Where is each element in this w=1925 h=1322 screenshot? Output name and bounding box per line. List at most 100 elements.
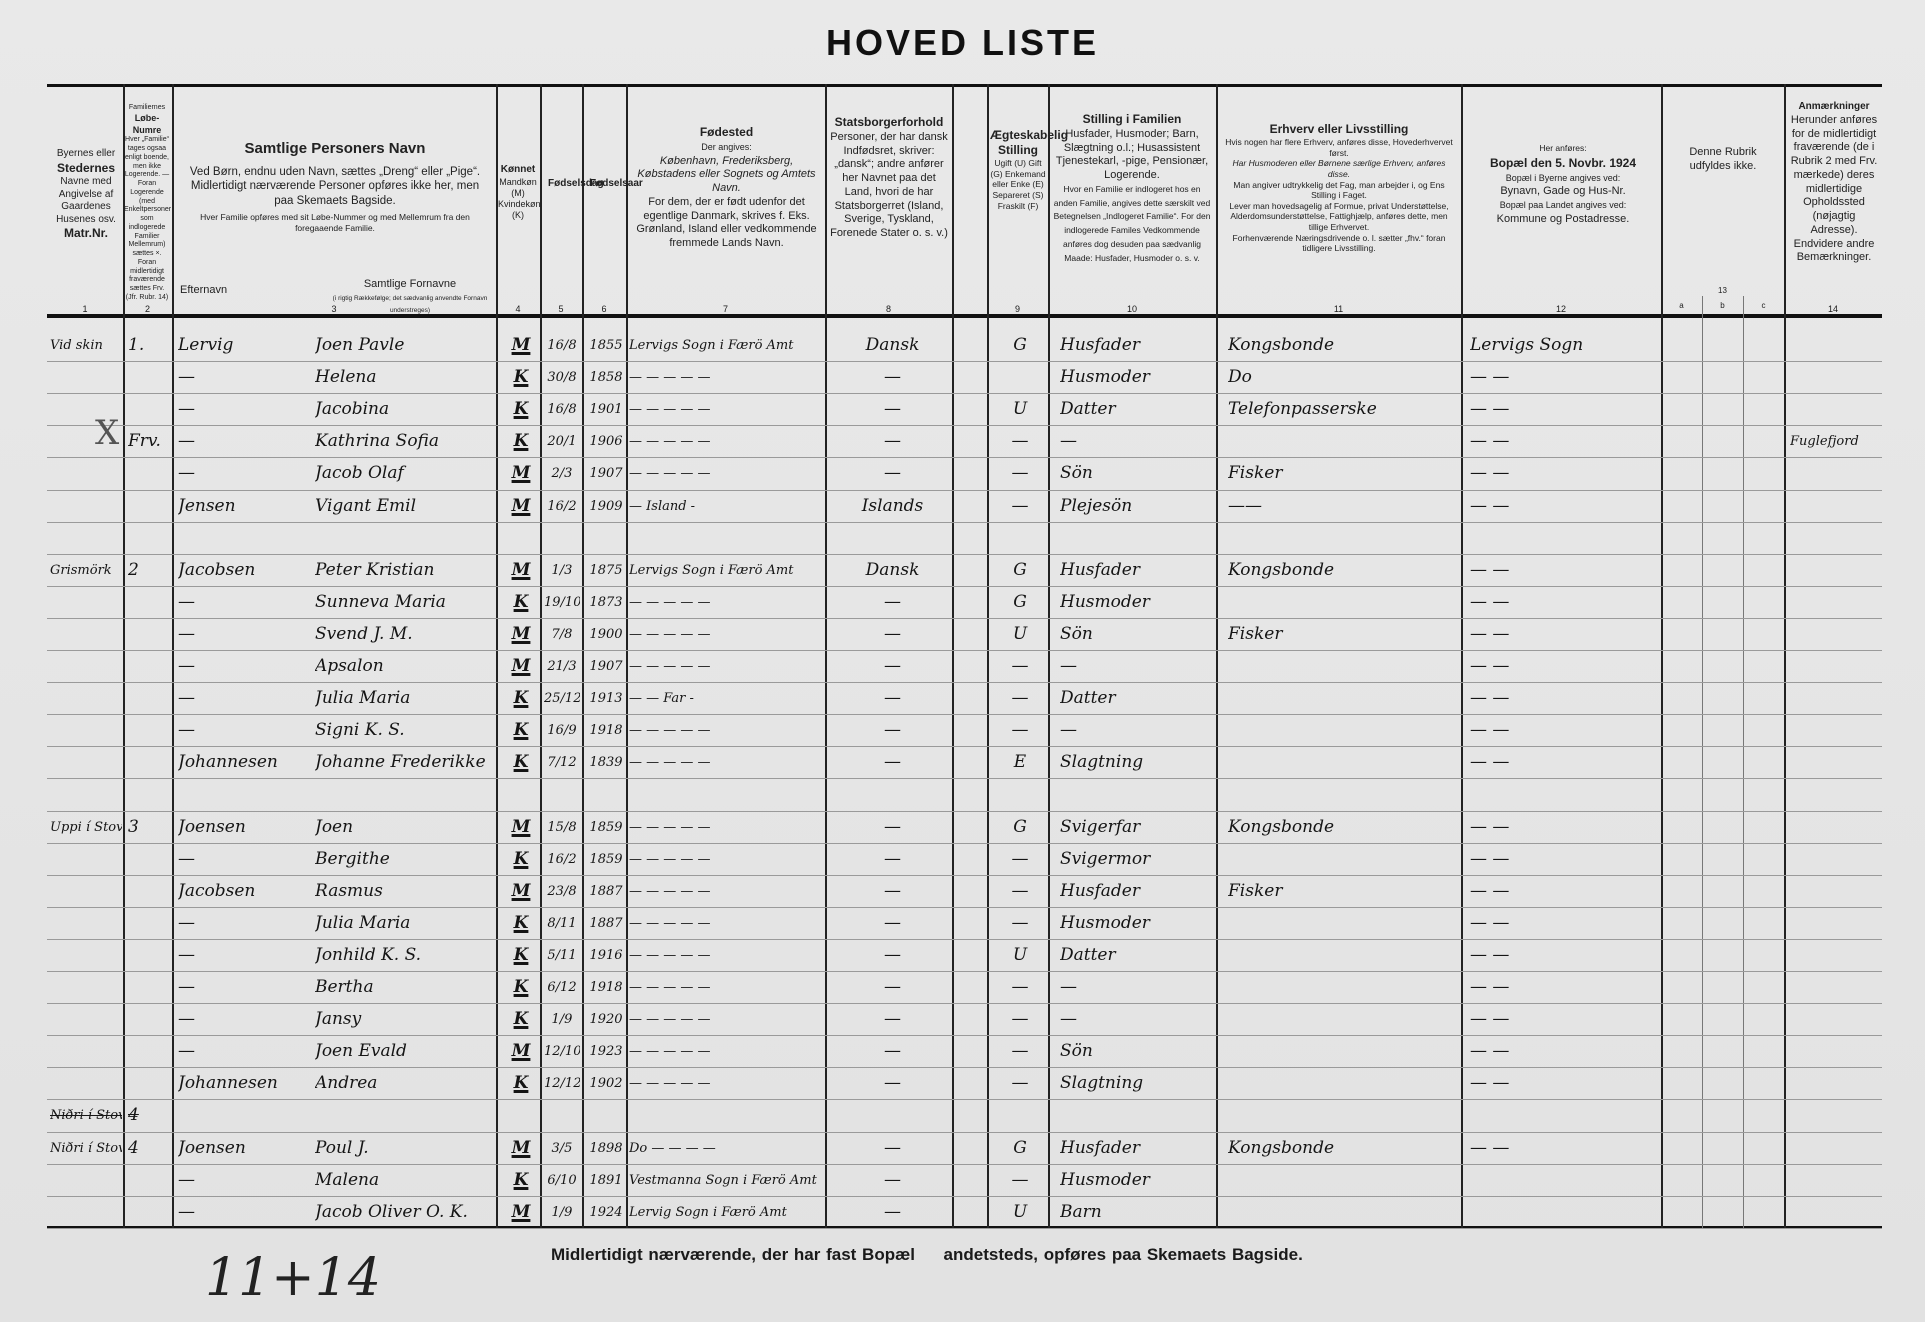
row-rule [47,650,1882,651]
firstnames-cell: Joen Evald [315,1041,407,1062]
sex-cell: M [511,880,531,901]
citizenship-cell: — [884,1009,901,1030]
column-divider [172,84,174,1228]
column-number-c14: 14 [1827,304,1838,314]
residence-cell: — — [1470,688,1510,709]
family-number-cell: 4 [128,1105,139,1126]
residence-cell: — — [1470,367,1510,388]
column-divider [825,84,827,1228]
birthplace-cell: — — — — — [629,1076,711,1092]
birthyear-cell: 1923 [589,1044,623,1060]
residence-cell: — — [1470,848,1510,869]
marital-status-cell: — [1011,880,1029,901]
occupation-cell: —— [1228,495,1262,516]
residence-cell: — — [1470,1137,1510,1158]
column-number-c1: 1 [82,304,88,314]
row-rule [47,393,1882,395]
row-rule [47,746,1882,748]
sex-cell: K [513,431,529,452]
sex-cell: K [513,848,529,869]
surname-cell: — [178,367,195,388]
table-bottom-rule [47,1226,1882,1229]
citizenship-cell: Dansk [865,559,920,580]
birthyear-cell: 1909 [589,498,623,514]
birthday-cell: 7/8 [551,626,573,642]
sex-cell: M [511,463,531,484]
sex-cell: K [513,944,529,965]
birthyear-cell: 1902 [589,1076,623,1092]
sex-cell: M [511,623,531,644]
firstnames-cell: Joen [315,816,354,837]
birthplace-cell: — — Far - [629,691,694,707]
residence-cell: — — [1470,399,1510,420]
family-position-cell: Plejesön [1060,495,1133,516]
citizenship-cell: Islands [861,495,924,516]
birthday-cell: 16/2 [547,851,577,867]
marital-status-cell: U [1012,399,1028,420]
birthday-cell: 12/12 [544,1076,580,1092]
firstnames-cell: Peter Kristian [315,559,435,580]
column-divider [626,84,628,1228]
birthday-cell: 19/10 [544,594,580,610]
row-rule [47,1003,1882,1005]
family-position-cell: Husmoder [1060,591,1150,612]
birthday-cell: 20/1 [547,434,577,450]
citizenship-cell: — [884,977,901,997]
birthday-cell: 6/12 [547,980,577,995]
firstnames-cell: Rasmus [315,880,383,901]
row-rule [47,425,1882,427]
sex-cell: K [513,399,529,420]
header-col-12: Her anføres: Bopæl den 5. Novbr. 1924 Bopæ… [1489,143,1637,225]
sex-cell: M [511,559,531,580]
place-cell: Uppi í Stovu [50,819,122,835]
marital-status-cell: — [1011,495,1029,516]
birthyear-cell: 1913 [589,691,623,707]
residence-cell: — — [1470,977,1510,997]
column-number-c2: 2 [144,304,150,314]
residence-cell: — — [1470,1041,1510,1062]
handwritten-tally: 11+14 [205,1248,381,1308]
birthday-cell: 15/8 [547,819,577,835]
citizenship-cell: — [884,752,901,773]
sex-cell: K [513,977,529,997]
citizenship-cell: — [884,720,901,741]
sex-cell: M [511,1137,531,1158]
surname-cell: — [178,688,195,709]
place-cell: X [95,413,120,454]
sex-cell: K [513,688,529,709]
birthplace-cell: — — — — — [629,594,711,610]
surname-cell: Jacobsen [178,880,256,901]
birthyear-cell: 1859 [589,819,623,835]
marital-status-cell: G [1013,559,1027,580]
residence-cell: — — [1470,912,1510,933]
residence-cell: — — [1470,880,1510,901]
birthyear-cell: 1898 [589,1140,623,1156]
birthplace-cell: — — — — — [629,659,711,674]
surname-cell: Joensen [178,1137,246,1158]
residence-cell: — — [1470,463,1510,484]
family-position-cell: Husfader [1060,1137,1140,1158]
marital-status-cell: — [1011,848,1029,869]
sex-cell: M [511,656,531,676]
header-col-4: Kønnet Mandkøn (M) Kvindekøn (K) [498,164,541,221]
column-number-c3: 3 [331,304,337,314]
birthday-cell: 6/10 [547,1172,577,1188]
surname-cell: — [178,623,195,644]
sex-cell: M [511,495,531,516]
citizenship-cell: — [884,1201,901,1222]
sex-cell: K [513,367,529,388]
birthyear-cell: 1916 [589,947,623,963]
residence-cell: — — [1470,559,1510,580]
family-position-cell: Datter [1060,688,1116,709]
column-number-c8: 8 [885,304,891,314]
column-divider [952,84,954,1228]
header-col-6: Fødselsaar [590,178,643,189]
family-number-cell: 2 [128,559,139,580]
family-position-cell: Sön [1060,623,1093,644]
birthday-cell: 7/12 [547,755,577,771]
citizenship-cell: — [884,656,901,676]
birthday-cell: 1/9 [551,1204,573,1220]
firstnames-cell: Julia Maria [315,688,411,709]
column-divider [1784,84,1786,1228]
